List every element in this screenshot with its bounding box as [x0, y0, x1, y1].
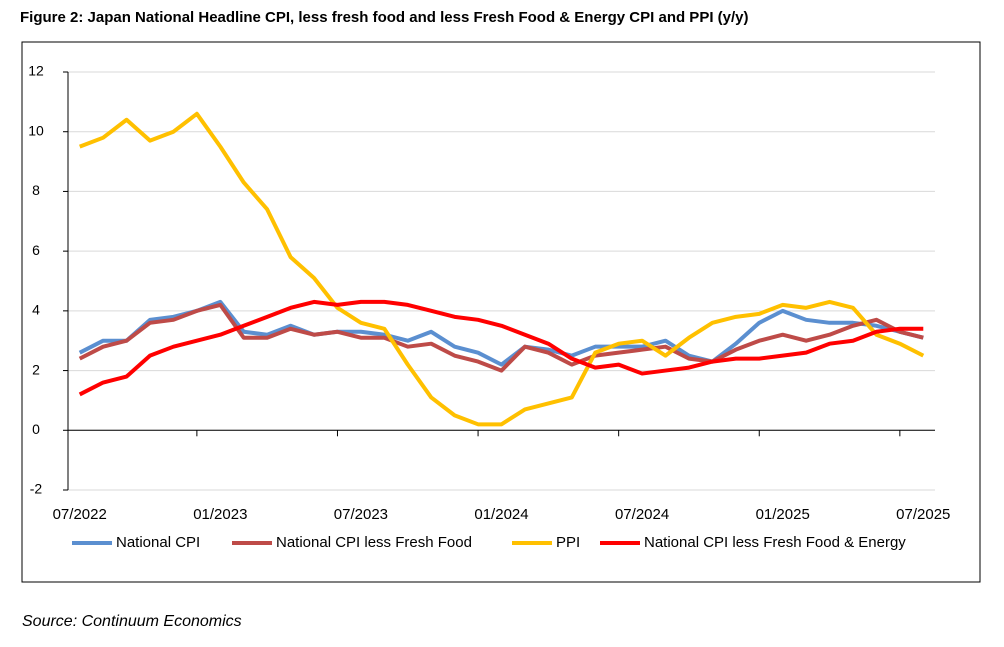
- chart-border: [21, 41, 981, 583]
- y-tick-label: 0: [32, 421, 40, 437]
- y-tick-label: 8: [32, 182, 40, 198]
- x-tick-label: 01/2024: [474, 506, 528, 523]
- series-line: [78, 299, 924, 367]
- chart-title: Figure 2: Japan National Headline CPI, l…: [20, 9, 749, 26]
- y-tick-label: 12: [28, 63, 44, 79]
- x-tick-label: 01/2023: [193, 506, 247, 523]
- y-tick-label: 10: [28, 122, 44, 138]
- series-line: [78, 302, 924, 373]
- legend-label: National CPI less Fresh Food: [276, 534, 472, 551]
- x-tick-label: 07/2023: [334, 506, 388, 523]
- legend-label: National CPI less Fresh Food & Energy: [644, 534, 906, 551]
- x-tick-label: 07/2022: [53, 506, 107, 523]
- x-tick-label: 07/2024: [615, 506, 669, 523]
- source: Source: Continuum Economics: [22, 613, 242, 630]
- legend-label: National CPI: [116, 534, 200, 551]
- series-line: [78, 299, 924, 397]
- y-tick-label: 2: [32, 361, 40, 377]
- y-tick-label: -2: [30, 481, 43, 497]
- x-tick-label: 01/2025: [756, 506, 810, 523]
- y-tick-label: 4: [32, 302, 40, 318]
- x-tick-label: 07/2025: [896, 506, 950, 523]
- y-tick-label: 6: [32, 242, 40, 258]
- series-line: [79, 111, 925, 427]
- legend-label: PPI: [556, 534, 580, 551]
